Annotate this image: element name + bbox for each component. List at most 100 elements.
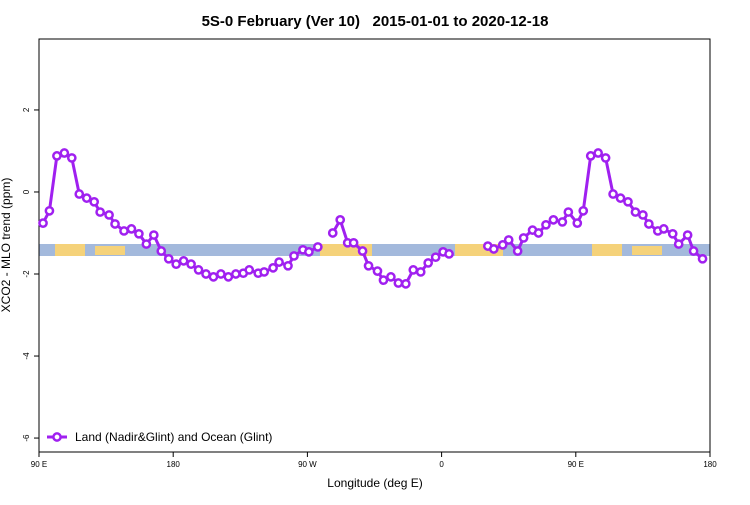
- x-tick-label: 90 E: [31, 460, 47, 469]
- point: [156, 246, 167, 256]
- point: [623, 196, 633, 207]
- land-patch: [632, 246, 662, 255]
- point: [274, 257, 284, 267]
- point: [44, 205, 55, 216]
- land-patch: [95, 246, 125, 255]
- legend-marker: [52, 432, 62, 442]
- point: [178, 256, 189, 266]
- point: [585, 151, 596, 161]
- land-ocean-strip: [39, 244, 710, 256]
- y-tick-label: 2: [22, 107, 31, 112]
- point: [348, 237, 359, 248]
- land-patch: [592, 244, 622, 256]
- y-tick-label: 0: [22, 189, 31, 194]
- point: [201, 269, 211, 279]
- point: [304, 247, 314, 257]
- point: [134, 228, 144, 239]
- x-axis-label: Longitude (deg E): [327, 476, 422, 490]
- point: [148, 230, 159, 240]
- point: [697, 253, 708, 264]
- point: [497, 240, 508, 250]
- point: [408, 265, 419, 275]
- point: [89, 196, 100, 207]
- point: [104, 210, 114, 220]
- point: [533, 228, 544, 238]
- point: [518, 233, 529, 243]
- plot-frame: [38, 38, 711, 453]
- ocean-band: [39, 244, 710, 256]
- point: [638, 210, 648, 220]
- point: [335, 215, 346, 225]
- point: [557, 217, 568, 227]
- point: [423, 258, 434, 268]
- land-patch: [55, 244, 85, 256]
- point: [110, 219, 120, 229]
- point: [503, 235, 514, 245]
- point: [608, 189, 618, 199]
- chart-title: 5S-0 February (Ver 10) 2015-01-01 to 202…: [202, 13, 549, 30]
- point: [38, 218, 48, 228]
- point: [208, 272, 219, 282]
- point: [563, 207, 574, 217]
- x-tick-label: 90 W: [298, 460, 317, 469]
- point: [393, 278, 404, 288]
- point: [193, 265, 204, 275]
- point: [171, 259, 182, 270]
- point: [512, 246, 523, 256]
- y-axis-label: XCO2 - MLO trend (ppm): [0, 178, 13, 313]
- point: [630, 207, 641, 217]
- point: [141, 239, 152, 249]
- point: [667, 228, 678, 239]
- point: [644, 219, 654, 229]
- point: [357, 246, 368, 256]
- point: [572, 218, 583, 228]
- point: [658, 224, 669, 234]
- point: [444, 249, 454, 259]
- y-tick-label: -2: [22, 270, 31, 278]
- point: [682, 230, 693, 240]
- point: [59, 148, 70, 158]
- point: [673, 239, 684, 249]
- x-tick-label: 90 E: [568, 460, 584, 469]
- point: [259, 267, 270, 277]
- legend-label: Land (Nadir&Glint) and Ocean (Glint): [75, 430, 272, 444]
- point: [283, 260, 293, 271]
- point: [600, 153, 611, 163]
- point: [593, 148, 604, 158]
- point: [81, 193, 92, 203]
- point: [216, 269, 226, 279]
- y-tick-label: -6: [22, 434, 31, 442]
- point: [66, 153, 77, 163]
- point: [95, 207, 105, 217]
- point: [430, 252, 441, 263]
- point: [363, 260, 374, 271]
- point: [327, 228, 338, 238]
- x-tick-label: 0: [439, 460, 444, 469]
- point: [400, 278, 411, 289]
- point: [488, 244, 499, 254]
- y-tick-label: -4: [22, 352, 31, 360]
- point: [244, 265, 255, 275]
- x-tick-label: 180: [703, 460, 717, 469]
- point: [268, 263, 278, 273]
- point: [52, 151, 62, 161]
- point: [386, 272, 396, 282]
- point: [126, 224, 137, 234]
- point: [372, 266, 383, 276]
- point: [163, 253, 174, 264]
- point: [578, 205, 589, 216]
- point: [688, 246, 699, 256]
- point: [74, 189, 85, 199]
- point: [186, 259, 196, 270]
- point: [223, 272, 234, 282]
- point: [312, 242, 323, 252]
- point: [415, 267, 426, 277]
- point: [548, 215, 559, 225]
- point: [230, 269, 241, 279]
- point: [378, 275, 389, 286]
- point: [541, 219, 551, 230]
- x-tick-label: 180: [167, 460, 181, 469]
- point: [119, 226, 129, 236]
